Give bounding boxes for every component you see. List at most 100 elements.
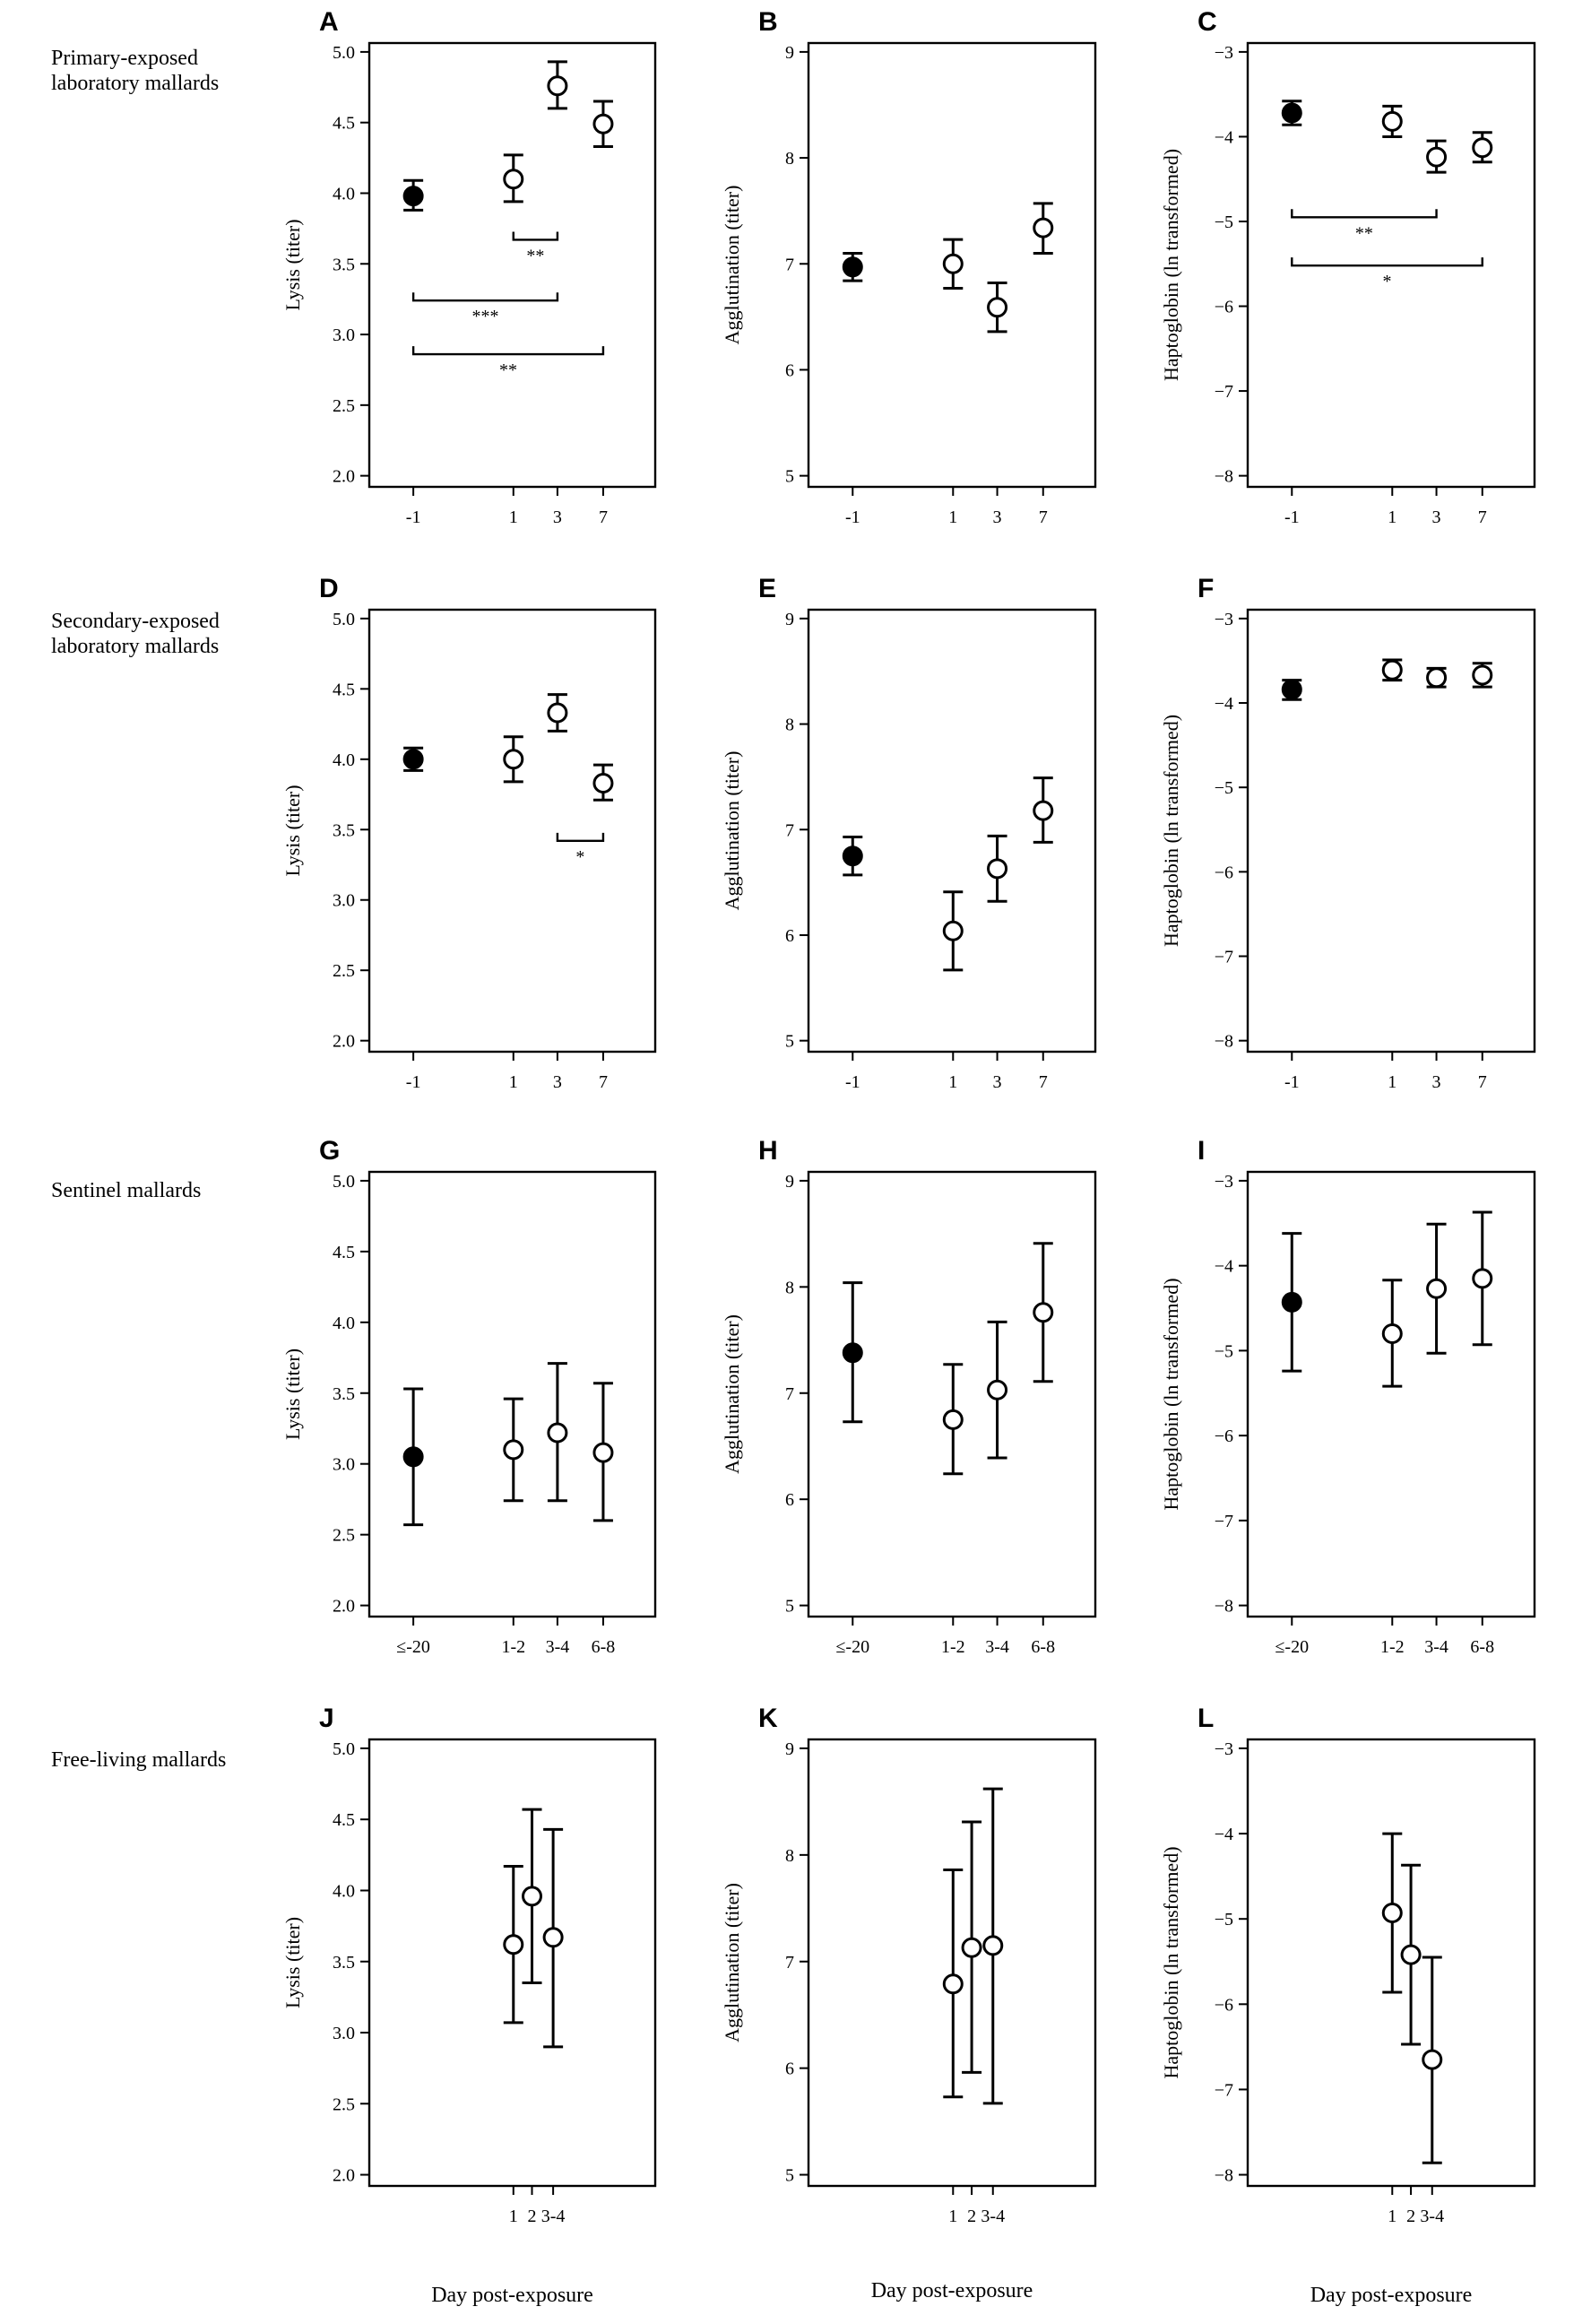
y-axis-label: Agglutination (titer) bbox=[721, 1314, 743, 1474]
y-tick-label: 2.5 bbox=[333, 396, 355, 416]
data-point-group bbox=[1381, 104, 1403, 138]
y-tick-label: 5.0 bbox=[333, 43, 355, 63]
data-point bbox=[942, 920, 964, 941]
data-point-group bbox=[1281, 100, 1302, 126]
significance-bracket bbox=[411, 292, 559, 302]
y-tick-label: −5 bbox=[1215, 778, 1233, 798]
x-tick-label: 7 bbox=[1039, 1072, 1048, 1092]
data-point bbox=[547, 1422, 568, 1444]
significance-label: * bbox=[575, 847, 584, 867]
data-point-group bbox=[503, 1865, 524, 2025]
x-tick-label: -1 bbox=[845, 507, 860, 527]
data-point-group bbox=[1472, 1210, 1493, 1347]
panel-F: F −8 −7 −6 −5 −4 −3 Haptoglobin (ln transformed… bbox=[1160, 574, 1536, 1092]
y-tick-label: 2.5 bbox=[333, 2094, 355, 2114]
y-axis-label: Agglutination (titer) bbox=[721, 1883, 743, 2042]
y-tick-label: −4 bbox=[1215, 127, 1233, 147]
panel-L: L −8 −7 −6 −5 −4 −3 Haptoglobin (ln transformed… bbox=[1160, 1704, 1536, 2226]
data-point-group bbox=[503, 1397, 524, 1503]
data-point bbox=[982, 1935, 1004, 1956]
panel-letter: D bbox=[319, 574, 339, 603]
panel-letter: F bbox=[1198, 574, 1214, 603]
panel-E: E 5 6 7 8 9 Agglutination (titer) -1 1 3 7 bbox=[721, 574, 1097, 1092]
data-point-group bbox=[1281, 679, 1302, 701]
panel-D: D 2.0 2.5 3.0 3.5 4.0 4.5 5.0 Lysis (titer) -1 1 3 7… bbox=[281, 574, 657, 1092]
y-tick-label: 2.0 bbox=[333, 1032, 355, 1052]
data-point bbox=[592, 113, 614, 134]
x-tick-label: 3-4 bbox=[1424, 1637, 1448, 1657]
y-axis-label: Haptoglobin (ln transformed) bbox=[1160, 1278, 1182, 1510]
data-point-group bbox=[982, 1787, 1004, 2105]
y-tick-label: −3 bbox=[1215, 1172, 1233, 1192]
significance-bracket bbox=[556, 832, 605, 843]
x-tick-label: 1 bbox=[948, 507, 957, 527]
y-tick-label: 5 bbox=[785, 1597, 794, 1617]
data-point-group bbox=[592, 1382, 614, 1522]
y-tick-label: 7 bbox=[785, 820, 794, 840]
panel-B: B 5 6 7 8 9 Agglutination (titer) -1 1 3 7 bbox=[721, 7, 1097, 527]
x-tick-label: 6-8 bbox=[1470, 1637, 1494, 1657]
y-tick-label: −5 bbox=[1215, 1341, 1233, 1361]
y-tick-label: 5 bbox=[785, 2166, 794, 2186]
y-tick-label: 4.0 bbox=[333, 1881, 355, 1901]
y-tick-label: 2.0 bbox=[333, 2166, 355, 2186]
row-label: Free-living mallards bbox=[51, 1748, 226, 1772]
y-tick-label: 8 bbox=[785, 149, 794, 169]
plot-frame bbox=[367, 1170, 657, 1618]
data-point-group bbox=[402, 746, 424, 772]
y-tick-label: −7 bbox=[1215, 948, 1233, 967]
y-tick-label: −3 bbox=[1215, 43, 1233, 63]
x-tick-label: 3-4 bbox=[1420, 2207, 1444, 2226]
y-tick-label: −6 bbox=[1215, 1426, 1233, 1446]
y-tick-label: 4.0 bbox=[333, 1314, 355, 1333]
x-tick-label: 7 bbox=[599, 1072, 608, 1092]
x-tick-label: 3-4 bbox=[985, 1637, 1009, 1657]
data-point bbox=[1426, 146, 1448, 168]
panel-C: C −8 −7 −6 −5 −4 −3 Haptoglobin (ln transformed… bbox=[1160, 7, 1536, 527]
plot-frame bbox=[807, 608, 1097, 1054]
data-point bbox=[1381, 659, 1403, 681]
panel-letter: G bbox=[319, 1136, 340, 1166]
plot-frame bbox=[807, 1738, 1097, 2188]
y-tick-label: 8 bbox=[785, 715, 794, 735]
x-tick-label: 1-2 bbox=[1380, 1637, 1405, 1657]
y-tick-label: −7 bbox=[1215, 1512, 1233, 1531]
x-tick-label: 6-8 bbox=[592, 1637, 616, 1657]
data-point bbox=[1426, 1278, 1448, 1299]
data-point bbox=[547, 75, 568, 97]
y-tick-label: 8 bbox=[785, 1278, 794, 1297]
y-tick-label: 3.0 bbox=[333, 891, 355, 911]
data-point-group bbox=[942, 890, 964, 972]
data-point bbox=[1381, 1322, 1403, 1344]
data-point-group bbox=[1381, 1279, 1403, 1388]
plot-frame bbox=[1246, 1170, 1536, 1618]
significance-bracket bbox=[1291, 257, 1483, 267]
data-point-group bbox=[503, 153, 524, 204]
data-point-group bbox=[942, 238, 964, 290]
data-point bbox=[1033, 800, 1054, 821]
y-tick-label: −6 bbox=[1215, 1995, 1233, 2015]
y-tick-label: 3.0 bbox=[333, 325, 355, 345]
y-tick-label: −8 bbox=[1215, 2166, 1233, 2186]
data-point bbox=[402, 749, 424, 770]
data-point-group bbox=[1426, 1222, 1448, 1355]
y-tick-label: 6 bbox=[785, 1490, 794, 1510]
x-tick-label: ≤-20 bbox=[396, 1637, 430, 1657]
data-point bbox=[402, 186, 424, 207]
data-point-group bbox=[547, 693, 568, 733]
y-axis-label: Lysis (titer) bbox=[281, 785, 304, 876]
x-tick-label: 1-2 bbox=[501, 1637, 525, 1657]
data-point bbox=[942, 253, 964, 274]
y-tick-label: 2.0 bbox=[333, 1597, 355, 1617]
x-tick-label: -1 bbox=[1284, 1072, 1300, 1092]
y-tick-label: −8 bbox=[1215, 1032, 1233, 1052]
plot-frame bbox=[1246, 41, 1536, 489]
y-tick-label: −5 bbox=[1215, 212, 1233, 232]
data-point-group bbox=[1426, 666, 1448, 689]
y-tick-label: 7 bbox=[785, 1953, 794, 1973]
y-tick-label: 5.0 bbox=[333, 1739, 355, 1759]
chart-panels: A 2.0 2.5 3.0 3.5 4.0 4.5 5.0 Lysis (titer) -1 1 3 7… bbox=[281, 7, 1536, 2226]
panel-J: J 2.0 2.5 3.0 3.5 4.0 4.5 5.0 Lysis (titer) 1 2 3-4 bbox=[281, 1704, 657, 2226]
data-point bbox=[542, 1927, 564, 1948]
data-point-group bbox=[402, 178, 424, 212]
